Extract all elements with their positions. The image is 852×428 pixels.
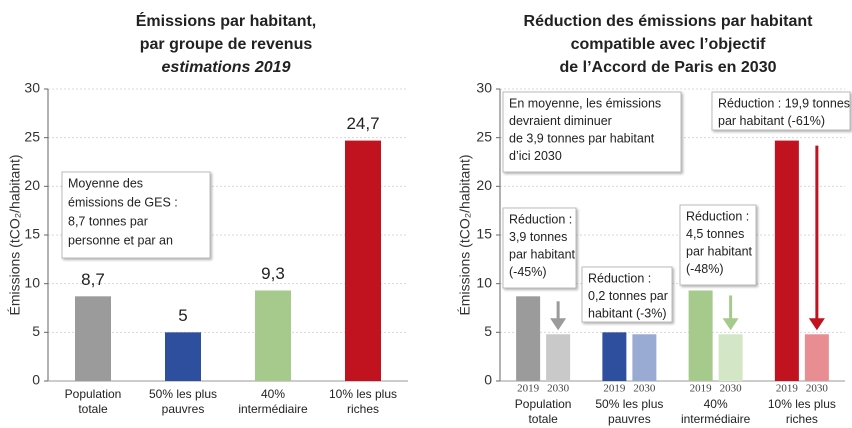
annotation-box <box>61 171 211 259</box>
y-axis-label: Émissions (tCO₂/habitant) <box>457 154 473 315</box>
bar <box>255 290 291 381</box>
x-tick-label: 50% les plus <box>149 387 217 401</box>
bar <box>718 334 743 381</box>
chart-title: Réduction des émissions par habitant <box>524 13 814 30</box>
annotation-text: Réduction : <box>509 212 572 226</box>
value-label: 24,7 <box>346 114 379 133</box>
annotation-text: 8,7 tonnes par <box>68 214 148 228</box>
annotation-text: 3,9 tonnes <box>509 230 567 244</box>
annotation-text: devraient diminuer <box>509 114 612 128</box>
annotation-box <box>711 91 851 131</box>
x-tick-label: totale <box>528 412 558 426</box>
annotation-text: Réduction : 19,9 tonnes <box>718 96 850 110</box>
y-tick-label: 30 <box>24 80 40 96</box>
arrow-head <box>722 318 739 331</box>
chart-title: Émissions par habitant, <box>136 11 316 30</box>
annotation-text: (-48%) <box>686 262 724 276</box>
annotation-text: 0,2 tonnes par <box>588 289 668 303</box>
x-tick-label: pauvres <box>608 412 651 426</box>
y-tick-label: 10 <box>476 274 492 290</box>
annotation-box <box>679 204 757 286</box>
bar <box>688 290 713 381</box>
annotation-text: (-45%) <box>509 265 547 279</box>
x-tick-label: 10% les plus <box>768 397 836 411</box>
bar <box>516 296 541 381</box>
chart-title: de l’Accord de Paris en 2030 <box>560 59 777 76</box>
y-tick-label: 5 <box>32 323 40 339</box>
annotation-text: Moyenne des <box>68 176 143 190</box>
bar <box>602 332 627 381</box>
value-label: 8,7 <box>81 270 105 289</box>
chart-title: par groupe de revenus <box>140 36 313 53</box>
x-tick-label: intermédiaire <box>681 412 751 426</box>
annotation-text: par habitant (-61%) <box>718 114 825 128</box>
arrow-head <box>550 318 567 331</box>
bar <box>804 334 829 381</box>
annotation-text: de 3,9 tonnes par habitant <box>509 131 655 145</box>
value-label: 9,3 <box>261 264 285 283</box>
x-tick-label: Population <box>515 397 572 411</box>
y-tick-label: 0 <box>32 372 40 388</box>
value-label: 5 <box>178 306 187 325</box>
annotation-text: 4,5 tonnes <box>686 227 744 241</box>
annotation-text: émissions de GES : <box>68 195 178 209</box>
y-axis-label: Émissions (tCO₂/habitant) <box>7 154 23 315</box>
y-tick-label: 5 <box>484 323 492 339</box>
y-tick-label: 25 <box>476 128 492 144</box>
y-tick-label: 15 <box>476 226 492 242</box>
x-tick-label: 50% les plus <box>595 397 663 411</box>
annotation-text: d’ici 2030 <box>509 149 562 163</box>
bar <box>345 140 381 381</box>
y-tick-label: 30 <box>476 80 492 96</box>
series-label: 2030 <box>720 383 743 395</box>
annotation-box <box>502 207 577 289</box>
series-label: 2019 <box>690 383 713 395</box>
x-tick-label: 40% <box>704 397 728 411</box>
series-label: 2019 <box>517 383 540 395</box>
x-tick-label: Population <box>65 387 122 401</box>
x-tick-label: totale <box>78 402 108 416</box>
y-tick-label: 0 <box>484 372 492 388</box>
y-tick-label: 20 <box>476 177 492 193</box>
x-tick-label: pauvres <box>162 402 205 416</box>
y-tick-label: 10 <box>24 274 40 290</box>
y-tick-label: 25 <box>24 128 40 144</box>
bar <box>75 296 111 381</box>
series-label: 2019 <box>603 383 626 395</box>
chart-subtitle: estimations 2019 <box>162 59 291 76</box>
annotation-text: Réduction : <box>686 209 749 223</box>
series-label: 2030 <box>547 383 570 395</box>
bar <box>632 334 657 381</box>
x-tick-label: 10% les plus <box>329 387 397 401</box>
annotation-box <box>502 91 682 173</box>
annotation-text: par habitant <box>509 247 576 261</box>
series-label: 2019 <box>776 383 799 395</box>
annotation-box <box>581 266 673 323</box>
x-tick-label: riches <box>347 402 379 416</box>
bar <box>546 334 571 381</box>
chart-title: compatible avec l’objectif <box>571 36 766 53</box>
annotation-text: personne et par an <box>68 233 173 247</box>
y-tick-label: 15 <box>24 226 40 242</box>
bar <box>165 332 201 381</box>
series-label: 2030 <box>633 383 656 395</box>
bar <box>774 140 799 381</box>
x-tick-label: 40% <box>261 387 285 401</box>
x-tick-label: intermédiaire <box>238 402 308 416</box>
annotation-text: Réduction : <box>588 271 651 285</box>
series-label: 2030 <box>806 383 829 395</box>
annotation-text: habitant (-3%) <box>588 306 667 320</box>
arrow-head <box>808 318 825 331</box>
annotation-text: par habitant <box>686 244 753 258</box>
annotation-text: En moyenne, les émissions <box>509 96 661 110</box>
x-tick-label: riches <box>786 412 818 426</box>
y-tick-label: 20 <box>24 177 40 193</box>
